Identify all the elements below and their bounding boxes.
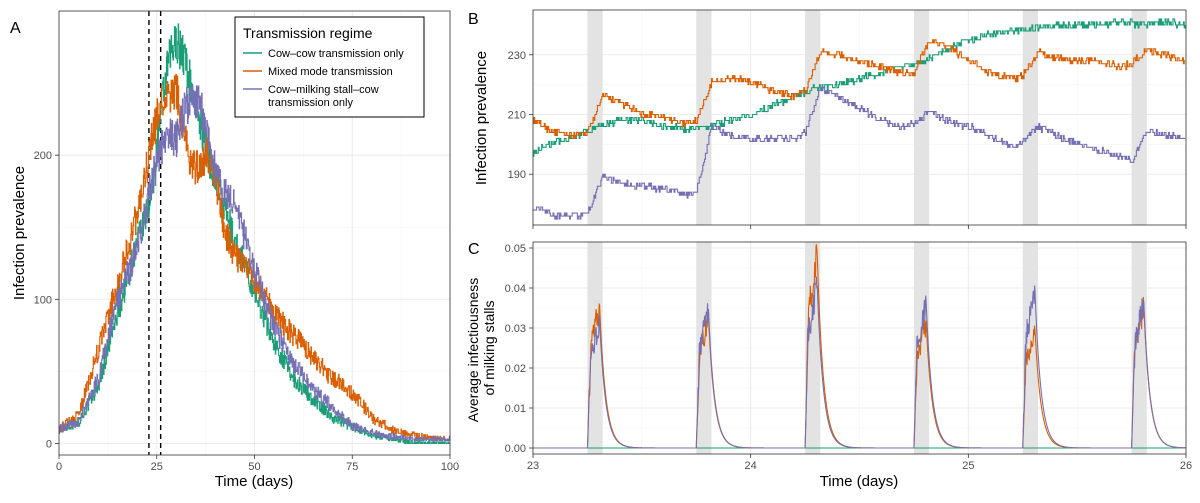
panel-b: B 190 210 230 Infection prevalence bbox=[468, 9, 1187, 229]
c-y-tick-label: 0.04 bbox=[505, 283, 526, 295]
panel-b-frame bbox=[532, 9, 1187, 226]
panel-c-series-line-stall bbox=[533, 276, 1187, 449]
a-y-tick-label: 100 bbox=[34, 294, 52, 306]
a-x-tick-label: 0 bbox=[56, 461, 62, 473]
panel-c-milking-interval bbox=[696, 242, 712, 454]
panel-b-series bbox=[533, 18, 1186, 220]
panel-b-milking-interval bbox=[1022, 10, 1038, 225]
panel-c-milking-interval bbox=[805, 242, 821, 454]
b-y-tick-label: 210 bbox=[508, 110, 526, 122]
a-x-tick-label: 25 bbox=[151, 461, 163, 473]
panel-a-y-axis-label: Infection prevalence bbox=[11, 166, 28, 300]
panel-a-y-ticks: 0 100 200 bbox=[34, 150, 59, 450]
panel-c-tag: C bbox=[468, 241, 480, 258]
legend: Transmission regime Cow–cow transmission… bbox=[234, 16, 425, 118]
panel-b-tag: B bbox=[468, 11, 479, 28]
c-x-tick-label: 23 bbox=[527, 460, 539, 472]
c-y-tick-label: 0.01 bbox=[505, 403, 526, 415]
a-x-tick-label: 50 bbox=[248, 461, 260, 473]
b-y-tick-label: 190 bbox=[508, 169, 526, 181]
panel-b-x-ticks bbox=[532, 225, 1187, 229]
panel-c-series bbox=[533, 244, 1187, 449]
legend-label-mixed: Mixed mode transmission bbox=[268, 66, 393, 78]
c-x-tick-label: 25 bbox=[962, 460, 974, 472]
panel-c-milking-interval bbox=[1131, 242, 1147, 454]
c-x-tick-label: 24 bbox=[745, 460, 757, 472]
panel-a-series bbox=[58, 23, 451, 445]
a-y-tick-label: 0 bbox=[46, 438, 52, 450]
c-y-tick-label: 0.00 bbox=[505, 443, 526, 455]
panel-c-y-ticks: 0.00 0.01 0.02 0.03 0.04 0.05 bbox=[505, 243, 533, 455]
panel-a: A 0 25 50 75 100 0 100 200 Time (days) Infecti… bbox=[10, 10, 459, 490]
panel-b-y-ticks: 190 210 230 bbox=[508, 50, 533, 181]
panel-c-frame bbox=[532, 241, 1187, 455]
legend-label-cow_cow: Cow–cow transmission only bbox=[268, 48, 404, 60]
panel-a-series-line-stall bbox=[58, 85, 451, 443]
legend-label-stall: transmission only bbox=[268, 97, 353, 109]
panel-b-series-line-cow_cow bbox=[533, 18, 1186, 157]
legend-entries: Cow–cow transmission only Mixed mode tran… bbox=[243, 48, 404, 109]
a-x-tick-label: 100 bbox=[441, 461, 459, 473]
panel-b-milking-interval bbox=[1131, 10, 1147, 225]
legend-title: Transmission regime bbox=[243, 25, 373, 41]
panel-c-x-ticks: 23 24 25 26 bbox=[527, 454, 1192, 472]
b-y-tick-label: 230 bbox=[508, 50, 526, 62]
panel-a-vlines bbox=[148, 11, 162, 455]
a-x-tick-label: 75 bbox=[346, 461, 358, 473]
panel-b-y-axis-label: Infection prevalence bbox=[473, 51, 490, 185]
legend-label-stall: Cow–milking stall–cow bbox=[268, 84, 379, 96]
c-y-tick-label: 0.05 bbox=[505, 243, 526, 255]
c-y-tick-label: 0.02 bbox=[505, 363, 526, 375]
panel-c: C 23 24 25 26 0.00 0.01 0.02 0.03 0.04 0.05 Time… bbox=[465, 241, 1192, 490]
panel-a-x-axis-label: Time (days) bbox=[215, 473, 294, 490]
c-y-tick-label: 0.03 bbox=[505, 323, 526, 335]
c-x-tick-label: 26 bbox=[1180, 460, 1192, 472]
panel-b-milking-interval bbox=[805, 10, 821, 225]
panel-a-tag: A bbox=[10, 20, 21, 37]
panel-a-x-ticks: 0 25 50 75 100 bbox=[56, 455, 459, 473]
panel-b-milking-interval bbox=[696, 10, 712, 225]
panel-b-series-line-stall bbox=[533, 87, 1186, 220]
panel-c-grid bbox=[532, 242, 1187, 454]
panel-c-y-axis-label: Average infectiousness of milking stalls bbox=[465, 274, 497, 422]
legend-box bbox=[234, 16, 425, 118]
panel-c-x-axis-label: Time (days) bbox=[820, 473, 899, 490]
a-y-tick-label: 200 bbox=[34, 150, 52, 162]
panel-b-series-line-mixed bbox=[533, 39, 1186, 139]
panel-c-milking-interval bbox=[913, 242, 930, 454]
